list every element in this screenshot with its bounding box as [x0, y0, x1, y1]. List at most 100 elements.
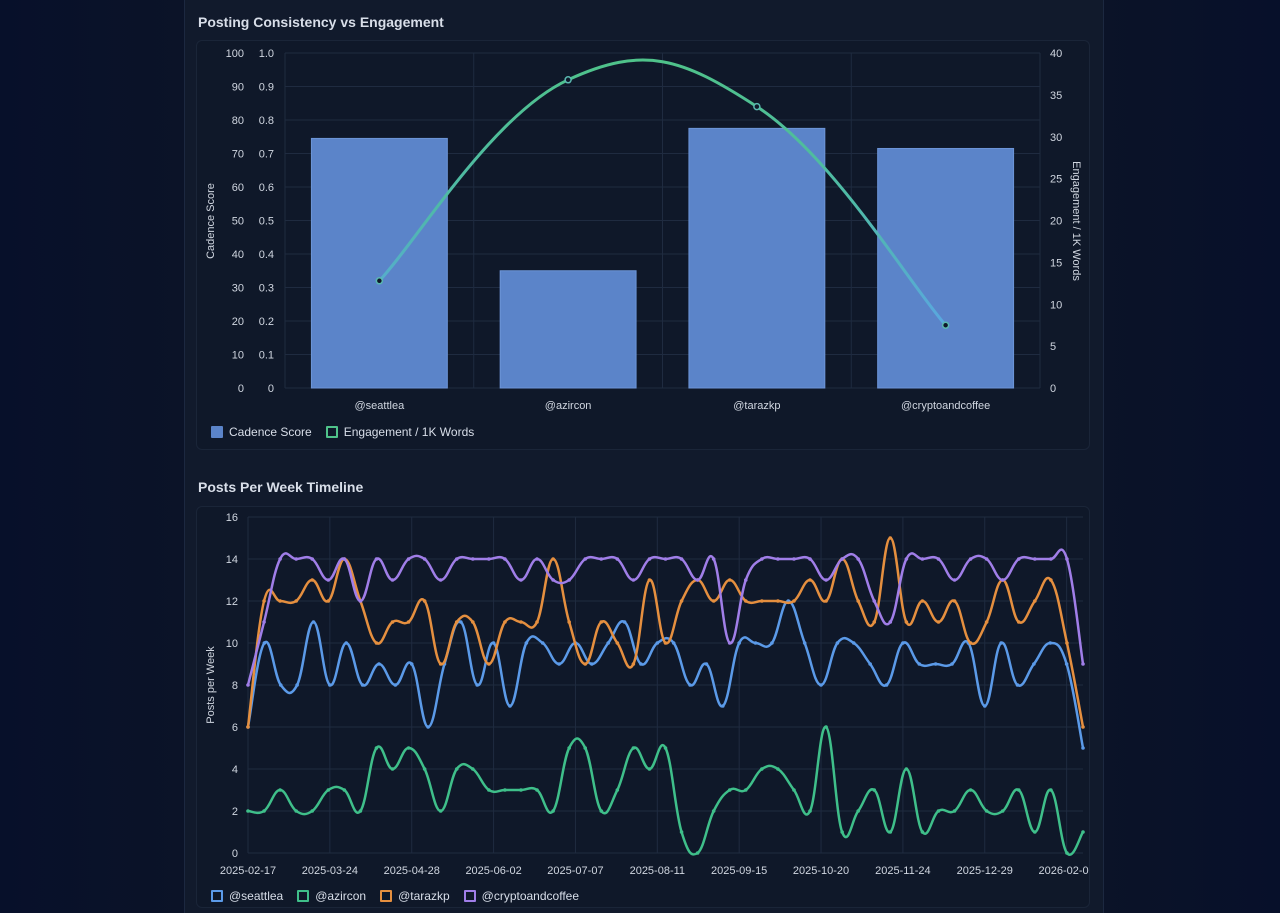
y-right-tick: 10	[1050, 299, 1062, 311]
legend-label: @tarazkp	[398, 889, 450, 903]
series-point	[390, 767, 395, 771]
y-tick: 12	[226, 596, 238, 608]
x-tick: 2025-07-07	[547, 865, 603, 877]
y-left-tick: 50	[232, 216, 244, 228]
series-point	[802, 641, 807, 645]
series-point	[920, 599, 925, 603]
series-line	[246, 599, 1085, 749]
series-point	[920, 557, 925, 561]
series-point	[1049, 578, 1053, 582]
line-point	[941, 321, 950, 329]
bar	[688, 127, 826, 389]
series-point	[524, 641, 529, 645]
legend-item[interactable]: @seattlea	[211, 889, 283, 903]
series-point	[454, 557, 459, 561]
series-point	[551, 557, 555, 561]
cadence-engagement-chart: 100 1.090 0.980 0.870 0.760 0.650 0.540 0.430 0.…	[205, 48, 1082, 412]
series-point	[342, 788, 347, 792]
series-point	[851, 641, 856, 645]
series-point	[695, 578, 700, 582]
series-point	[358, 599, 363, 603]
chart1-title: Posting Consistency vs Engagement	[198, 14, 444, 30]
series-point	[567, 620, 571, 624]
series-point	[1064, 662, 1069, 666]
series-point	[326, 788, 331, 792]
series-point	[721, 704, 725, 708]
x-tick: @seattlea	[355, 400, 406, 412]
series-point	[294, 599, 298, 603]
series-point	[262, 809, 266, 813]
series-point	[776, 767, 780, 771]
series-point	[1081, 830, 1085, 834]
series-point	[760, 599, 764, 603]
series-point	[519, 620, 523, 624]
series-point	[968, 788, 973, 792]
series-point	[374, 746, 379, 750]
x-tick: 2025-12-29	[957, 865, 1013, 877]
series-point	[743, 578, 748, 582]
series-point	[390, 578, 395, 582]
series-point	[711, 599, 716, 603]
legend-item[interactable]: Cadence Score	[211, 425, 312, 439]
series-point	[663, 746, 668, 750]
series-point	[933, 662, 938, 666]
series-point	[743, 599, 748, 603]
series-point	[1016, 788, 1021, 792]
series-point	[984, 557, 989, 561]
legend-item[interactable]: Engagement / 1K Words	[325, 425, 474, 439]
y-left-tick: 100	[226, 48, 244, 60]
series-point	[535, 557, 539, 561]
series-point	[727, 578, 732, 582]
x-tick: 2025-10-20	[793, 865, 849, 877]
series-point	[438, 578, 443, 582]
series-point	[454, 767, 459, 771]
chart2-title: Posts Per Week Timeline	[198, 479, 364, 495]
series-point	[278, 788, 282, 792]
series-point	[1000, 809, 1005, 813]
series-point	[808, 578, 812, 582]
y-right-title: Engagement / 1K Words	[1070, 161, 1082, 281]
series-point	[622, 620, 627, 624]
series-point	[1033, 557, 1037, 561]
series-point	[1000, 578, 1005, 582]
legend-item[interactable]: @azircon	[297, 889, 366, 903]
series-point	[968, 557, 973, 561]
series-point	[1065, 557, 1069, 561]
series-point	[406, 746, 411, 750]
series-point	[487, 788, 491, 792]
series-point	[557, 662, 561, 666]
series-point	[663, 641, 668, 645]
series-point	[872, 788, 877, 792]
legend-item[interactable]: @tarazkp	[380, 889, 450, 903]
series-point	[711, 809, 716, 813]
series-point	[606, 641, 610, 645]
series-point	[551, 578, 555, 582]
series-point	[1048, 641, 1053, 645]
legend-label: Cadence Score	[229, 425, 312, 439]
series-point	[471, 767, 475, 771]
legend-item[interactable]: @cryptoandcoffee	[463, 889, 579, 903]
series-point	[982, 704, 987, 708]
series-point	[295, 683, 299, 687]
series-point	[856, 809, 860, 813]
series-point	[310, 578, 315, 582]
series-point	[426, 725, 430, 729]
series-point	[540, 641, 545, 645]
bar	[310, 137, 448, 389]
series-point	[904, 557, 909, 561]
line-point	[564, 76, 572, 84]
series-point	[840, 830, 844, 834]
bar	[499, 270, 637, 389]
y-title: Posts per Week	[205, 646, 217, 724]
series-point	[246, 683, 250, 687]
y-left-inner-tick: 0.6	[259, 182, 274, 194]
chart1-legend: Cadence Score Engagement / 1K Words	[211, 425, 482, 439]
posts-per-week-chart: 16 14 12 10 8 6 4 2 0 2025-02-17 2025-03-24 2025-04…	[205, 512, 1089, 877]
series-point	[936, 620, 941, 624]
engagement-line	[378, 58, 947, 327]
series-point	[491, 641, 496, 645]
series-point	[487, 557, 491, 561]
series-point	[459, 620, 463, 624]
series-point	[535, 788, 539, 792]
chart2-card: 16 14 12 10 8 6 4 2 0 2025-02-17 2025-03-24 2025-04…	[196, 506, 1090, 908]
